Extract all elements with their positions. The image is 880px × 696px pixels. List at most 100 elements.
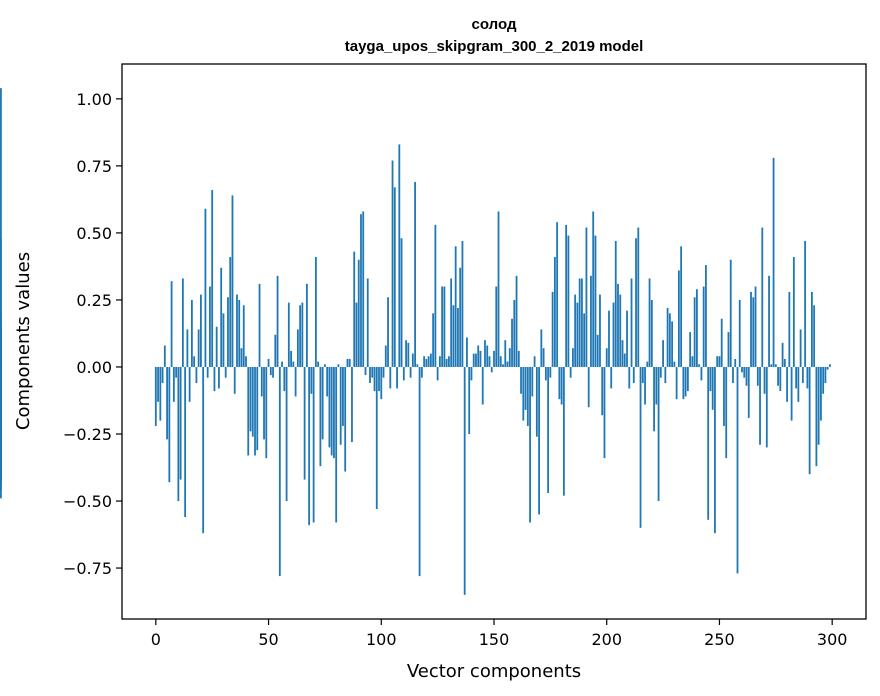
bar-122 [429, 353, 432, 367]
bar-182 [565, 224, 568, 367]
bar-222 [655, 366, 658, 405]
bar-69 [310, 366, 313, 394]
bar-161 [517, 350, 520, 367]
bar-189 [581, 278, 583, 367]
bar-206 [619, 294, 622, 367]
bar-141 [472, 353, 475, 367]
bar-31 [224, 366, 227, 378]
bar-29 [220, 267, 223, 367]
bar-14 [186, 329, 189, 367]
bar-131 [450, 278, 453, 367]
bar-202 [610, 366, 613, 389]
bar-46 [258, 283, 261, 367]
bar-undefined [0, 238, 2, 367]
bar-105 [391, 160, 394, 367]
bar-233 [680, 246, 683, 367]
y-tick-label: 0.25 [76, 291, 112, 310]
bar-47 [260, 366, 263, 397]
bar-278 [781, 342, 784, 367]
bar-238 [691, 356, 694, 367]
bar-259 [738, 299, 741, 367]
bar-77 [328, 366, 331, 448]
bar-169 [535, 366, 538, 437]
bar-251 [720, 318, 723, 367]
bar-102 [384, 345, 387, 367]
bar-132 [452, 305, 455, 367]
bar-2 [159, 366, 162, 421]
bar-63 [296, 329, 299, 367]
bar-38 [240, 348, 243, 367]
bar-212 [632, 366, 635, 384]
bar-263 [747, 366, 750, 418]
bar-194 [592, 211, 595, 367]
bar-260 [741, 366, 743, 373]
bar-272 [768, 275, 770, 367]
bar-156 [506, 361, 509, 367]
bar-59 [287, 302, 290, 367]
bar-268 [759, 366, 761, 445]
bar-221 [653, 366, 655, 432]
bar-24 [209, 286, 211, 367]
bar-178 [556, 222, 559, 367]
bar-246 [709, 366, 712, 392]
bar-261 [743, 366, 746, 378]
bar-19 [197, 329, 200, 367]
bar-185 [572, 348, 574, 367]
bar-67 [305, 283, 308, 367]
bar-188 [578, 278, 581, 367]
bar-183 [567, 235, 570, 367]
bar-276 [777, 366, 779, 386]
bar-239 [693, 297, 696, 367]
bar-43 [251, 366, 254, 437]
bar-64 [299, 305, 302, 367]
bar-22 [204, 208, 207, 367]
bar-264 [750, 291, 752, 367]
bar-84 [344, 366, 347, 472]
bar-79 [333, 366, 335, 459]
bar-146 [484, 340, 486, 367]
bar-228 [668, 313, 671, 367]
bar-143 [477, 345, 480, 367]
bar-42 [249, 366, 252, 432]
bar-123 [432, 313, 435, 367]
bar-240 [696, 289, 698, 367]
bar-249 [716, 356, 719, 367]
bar-3 [161, 366, 164, 384]
bar-121 [427, 356, 430, 367]
bar-255 [729, 259, 732, 367]
bar-196 [596, 334, 599, 367]
bar-100 [380, 366, 383, 400]
bar-36 [236, 294, 238, 367]
bar-298 [826, 366, 829, 370]
bar-99 [378, 366, 380, 392]
bar-248 [714, 366, 716, 534]
bar-65 [301, 302, 304, 367]
bar-210 [628, 366, 631, 389]
bar-190 [583, 313, 586, 367]
bar-291 [810, 291, 813, 367]
bar-113 [409, 366, 412, 378]
bar-281 [788, 291, 791, 367]
bar-244 [705, 265, 707, 367]
bar-109 [400, 238, 403, 367]
bar-293 [815, 366, 818, 467]
y-tick-label: 0.00 [76, 358, 112, 377]
bar-124 [434, 224, 437, 367]
bar-25 [211, 190, 214, 367]
bar-128 [443, 286, 446, 367]
bar-226 [664, 366, 667, 384]
bar-76 [326, 366, 329, 397]
bar-217 [644, 366, 646, 405]
bar-4 [163, 345, 166, 367]
bar-204 [614, 240, 617, 367]
bar-107 [396, 366, 398, 389]
bar-208 [623, 353, 626, 367]
bar-191 [585, 227, 588, 367]
bar-267 [756, 366, 759, 386]
bar-127 [441, 286, 444, 367]
y-tick-label: −0.75 [63, 559, 112, 578]
bar-26 [213, 366, 216, 392]
bar-35 [233, 366, 236, 394]
bar-265 [752, 297, 755, 367]
bar-230 [673, 361, 676, 367]
